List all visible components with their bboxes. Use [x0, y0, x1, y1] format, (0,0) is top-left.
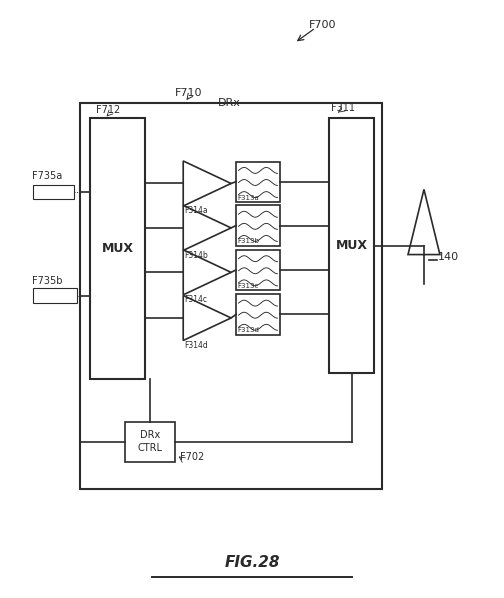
Text: F710: F710: [175, 88, 202, 98]
Text: F702: F702: [180, 452, 204, 462]
Bar: [236, 294, 280, 334]
Text: CTRL: CTRL: [137, 443, 162, 453]
Bar: [236, 161, 280, 202]
Bar: [329, 118, 374, 373]
Polygon shape: [183, 161, 231, 206]
Text: F314b: F314b: [184, 251, 209, 260]
Polygon shape: [183, 250, 231, 295]
Text: F314d: F314d: [184, 341, 209, 350]
Text: F314a: F314a: [184, 206, 208, 215]
Bar: [125, 422, 175, 462]
Bar: [80, 103, 382, 489]
Text: F313a: F313a: [237, 195, 259, 201]
Bar: [236, 205, 280, 246]
Text: F735a: F735a: [32, 171, 62, 181]
Text: DRx: DRx: [140, 430, 160, 440]
Text: F712: F712: [96, 105, 121, 115]
Text: F313b: F313b: [237, 239, 259, 245]
Text: F313c: F313c: [237, 283, 259, 289]
Text: DRx: DRx: [218, 98, 241, 108]
Text: F314c: F314c: [184, 295, 208, 304]
Polygon shape: [408, 190, 440, 255]
Bar: [236, 250, 280, 290]
Text: F311: F311: [331, 103, 355, 112]
Text: MUX: MUX: [336, 239, 368, 252]
Bar: [33, 185, 74, 200]
Polygon shape: [183, 205, 231, 251]
Text: F313d: F313d: [237, 327, 259, 333]
Text: F700: F700: [309, 20, 337, 30]
Text: F735b: F735b: [32, 276, 62, 286]
Text: MUX: MUX: [101, 242, 134, 255]
Text: 140: 140: [438, 252, 459, 262]
Bar: [90, 118, 145, 379]
Bar: [33, 288, 77, 303]
Polygon shape: [183, 295, 231, 340]
Text: FIG.28: FIG.28: [224, 555, 280, 570]
